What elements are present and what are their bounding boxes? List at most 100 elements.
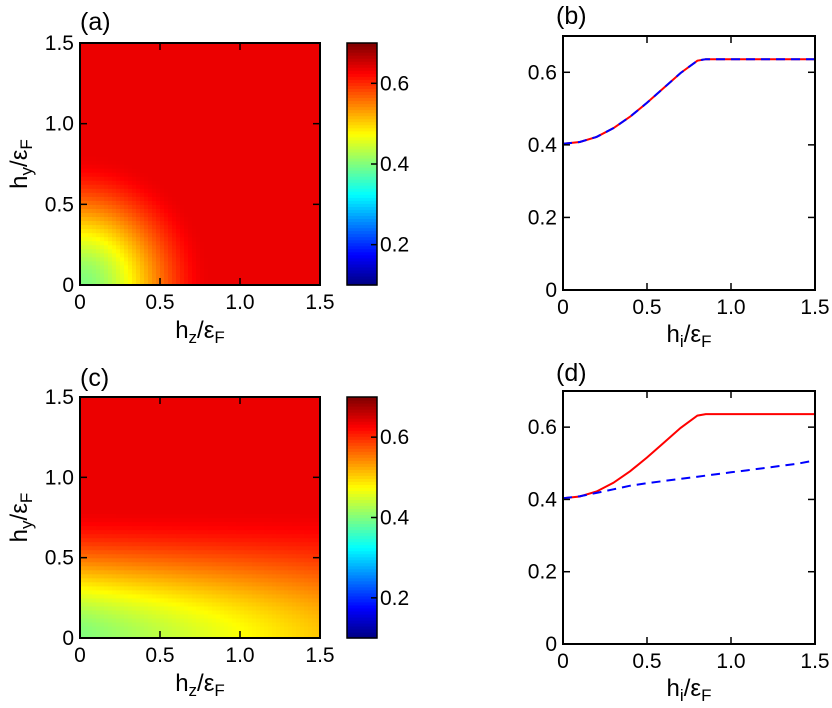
heatmap-cell xyxy=(296,127,301,133)
heatmap-cell xyxy=(224,196,229,201)
heatmap-cell xyxy=(284,276,289,282)
heatmap-cell xyxy=(116,115,121,121)
heatmap-cell xyxy=(300,200,305,205)
heatmap-cell xyxy=(108,409,113,414)
heatmap-cell xyxy=(92,204,97,209)
heatmap-cell xyxy=(200,232,205,238)
heatmap-cell xyxy=(236,240,241,246)
heatmap-cell xyxy=(204,204,209,209)
heatmap-cell xyxy=(100,71,105,76)
heatmap-cell xyxy=(92,413,97,418)
heatmap-cell xyxy=(124,99,129,105)
heatmap-cell xyxy=(84,276,89,282)
heatmap-cell xyxy=(296,51,301,56)
heatmap-cell xyxy=(136,525,141,531)
heatmap-cell xyxy=(308,103,313,109)
heatmap-cell xyxy=(92,131,97,137)
heatmap-cell xyxy=(140,208,145,213)
heatmap-cell xyxy=(152,264,157,270)
heatmap-cell xyxy=(112,585,117,591)
heatmap-cell xyxy=(148,613,153,619)
heatmap-cell xyxy=(248,67,253,72)
heatmap-cell xyxy=(228,159,233,165)
heatmap-cell xyxy=(204,123,209,129)
heatmap-cell xyxy=(248,272,253,278)
heatmap-cell xyxy=(140,525,145,531)
heatmap-cell xyxy=(148,107,153,113)
heatmap-cell xyxy=(156,489,161,494)
heatmap-cell xyxy=(276,115,281,121)
heatmap-cell xyxy=(308,67,313,72)
heatmap-cell xyxy=(140,67,145,72)
heatmap-cell xyxy=(192,264,197,270)
heatmap-cell xyxy=(80,180,85,185)
colorbar-segment xyxy=(347,251,377,256)
heatmap-cell xyxy=(204,127,209,133)
heatmap-cell xyxy=(260,184,265,189)
heatmap-cell xyxy=(252,216,257,222)
heatmap-cell xyxy=(136,513,141,519)
heatmap-cell xyxy=(96,561,101,567)
heatmap-cell xyxy=(308,115,313,121)
heatmap-cell xyxy=(204,256,209,262)
heatmap-cell xyxy=(224,220,229,226)
heatmap-cell xyxy=(244,280,249,286)
heatmap-cell xyxy=(280,184,285,189)
heatmap-cell xyxy=(272,216,277,222)
heatmap-cell xyxy=(88,397,93,402)
heatmap-cell xyxy=(116,155,121,161)
heatmap-cell xyxy=(216,131,221,137)
heatmap-cell xyxy=(88,172,93,177)
heatmap-cell xyxy=(128,437,133,442)
heatmap-cell xyxy=(224,216,229,222)
heatmap-cell xyxy=(212,47,217,52)
heatmap-cell xyxy=(96,256,101,262)
heatmap-cell xyxy=(188,180,193,185)
heatmap-cell xyxy=(84,461,89,466)
heatmap-cell xyxy=(164,176,169,181)
heatmap-cell xyxy=(300,123,305,129)
heatmap-cell xyxy=(152,252,157,258)
heatmap-cell xyxy=(80,192,85,197)
heatmap-cell xyxy=(192,111,197,117)
heatmap-cell xyxy=(132,131,137,137)
heatmap-cell xyxy=(156,445,161,450)
heatmap-cell xyxy=(280,151,285,157)
heatmap-cell xyxy=(84,561,89,567)
heatmap-cell xyxy=(136,629,141,635)
heatmap-cell xyxy=(108,593,113,599)
heatmap-cell xyxy=(80,633,85,639)
heatmap-cell xyxy=(84,545,89,551)
heatmap-cell xyxy=(92,268,97,274)
heatmap-cell xyxy=(136,445,141,450)
heatmap-cell xyxy=(216,159,221,165)
heatmap-cell xyxy=(264,63,269,68)
heatmap-cell xyxy=(88,541,93,547)
heatmap-cell xyxy=(100,481,105,486)
heatmap-cell xyxy=(292,75,297,80)
heatmap-cell xyxy=(96,59,101,64)
heatmap-cell xyxy=(280,91,285,97)
heatmap-cell xyxy=(116,75,121,80)
heatmap-cell xyxy=(304,47,309,52)
heatmap-cell xyxy=(248,47,253,52)
heatmap-cell xyxy=(212,184,217,189)
heatmap-cell xyxy=(104,260,109,266)
heatmap-cell xyxy=(128,593,133,599)
heatmap-cell xyxy=(152,248,157,254)
colorbar-segment xyxy=(347,170,377,174)
heatmap-cell xyxy=(100,43,105,48)
heatmap-cell xyxy=(216,208,221,213)
heatmap-cell xyxy=(260,59,265,64)
heatmap-cell xyxy=(280,59,285,64)
heatmap-cell xyxy=(148,441,153,446)
heatmap-cell xyxy=(164,83,169,88)
heatmap-cell xyxy=(120,601,125,607)
heatmap-cell xyxy=(132,95,137,101)
heatmap-cell xyxy=(140,437,145,442)
heatmap-cell xyxy=(180,115,185,121)
heatmap-cell xyxy=(84,565,89,571)
heatmap-cell xyxy=(180,196,185,201)
heatmap-cell xyxy=(308,87,313,92)
heatmap-cell xyxy=(88,409,93,414)
